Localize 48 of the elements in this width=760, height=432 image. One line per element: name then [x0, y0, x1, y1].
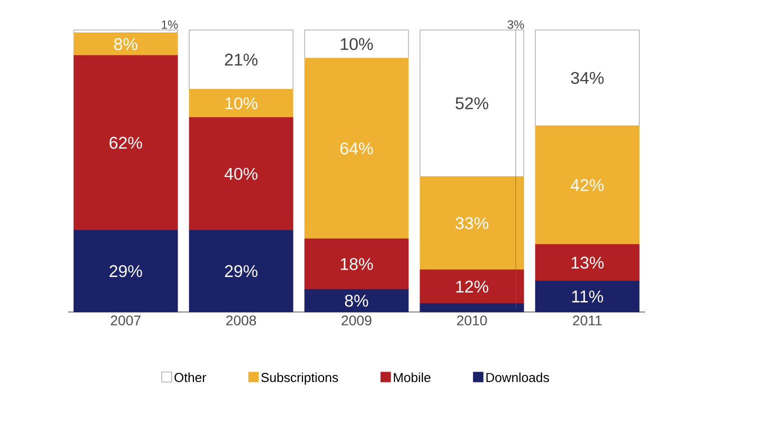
data-label: 8%: [345, 294, 368, 307]
bar: [304, 30, 409, 58]
data-label: 33%: [456, 217, 488, 230]
data-label: 34%: [571, 72, 604, 84]
bar: [535, 244, 640, 282]
data-label: 52%: [456, 97, 488, 110]
bar: [188, 89, 294, 118]
data-label: 62%: [110, 136, 142, 149]
legend-label: Mobile: [394, 372, 430, 382]
data-label: 10%: [340, 38, 373, 50]
data-label: 13%: [572, 256, 604, 269]
legend-label: Other: [174, 372, 206, 382]
bar: [535, 30, 640, 126]
bar: [74, 30, 178, 34]
bar: [74, 32, 178, 56]
legend-label: Subscriptions: [261, 372, 338, 385]
data-label: 3%: [508, 20, 524, 29]
bar: [420, 303, 524, 312]
x-tick-label: 2011: [573, 316, 602, 326]
data-label: 42%: [570, 179, 604, 192]
bar: [304, 289, 409, 312]
data-label: 1%: [162, 20, 178, 29]
x-tick-label: 2007: [110, 316, 141, 326]
bar: [304, 238, 409, 290]
bar: [420, 176, 524, 270]
data-label: 18%: [340, 258, 373, 270]
legend-label: Downloads: [486, 372, 549, 382]
data-label: 29%: [110, 265, 142, 278]
bar: [535, 126, 640, 245]
data-label: 21%: [225, 54, 258, 66]
bar: [188, 30, 294, 90]
x-tick-label: 2008: [226, 316, 256, 326]
bar: [420, 270, 524, 304]
data-label: 29%: [225, 265, 258, 278]
bar: [535, 280, 640, 312]
data-label: 12%: [456, 280, 488, 293]
data-label: 40%: [224, 168, 258, 180]
bar: [188, 117, 294, 230]
bar: [74, 55, 178, 230]
data-label: 8%: [114, 38, 138, 50]
x-tick-label: 2009: [342, 316, 372, 326]
x-tick-label: 2010: [457, 316, 487, 326]
data-label: 64%: [340, 142, 373, 154]
bar: [188, 230, 294, 312]
data-label: 10%: [225, 97, 258, 110]
data-label: 11%: [572, 290, 604, 302]
bar: [74, 230, 178, 312]
bar: [304, 58, 409, 239]
